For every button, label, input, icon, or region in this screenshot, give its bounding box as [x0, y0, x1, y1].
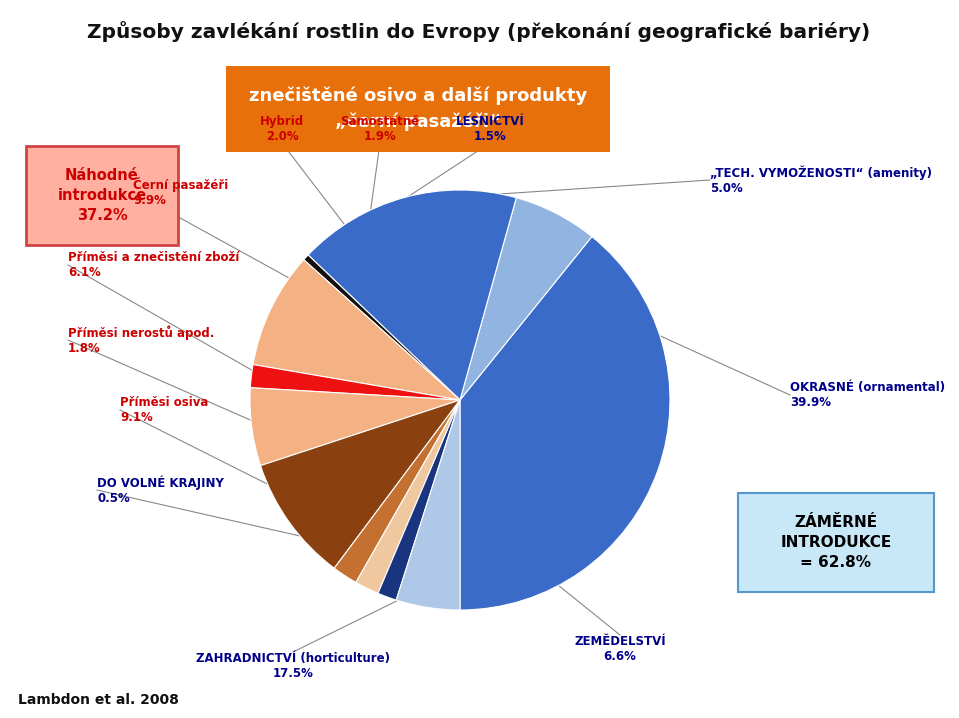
Text: znečištěné osivo a další produkty
„černí pasažéři“: znečištěné osivo a další produkty „černí… — [249, 87, 587, 131]
Wedge shape — [308, 190, 516, 400]
Text: Příměsi a znečistění zboží
6.1%: Příměsi a znečistění zboží 6.1% — [68, 251, 240, 279]
Text: ZAHRADNICTVÍ (horticulture)
17.5%: ZAHRADNICTVÍ (horticulture) 17.5% — [196, 652, 390, 680]
Wedge shape — [250, 365, 460, 400]
FancyBboxPatch shape — [226, 66, 610, 152]
Text: ZÁMĚRNÉ
INTRODUKCE
= 62.8%: ZÁMĚRNÉ INTRODUKCE = 62.8% — [781, 516, 892, 570]
Wedge shape — [356, 400, 460, 593]
Wedge shape — [304, 255, 460, 400]
Text: DO VOLNÉ KRAJINY
0.5%: DO VOLNÉ KRAJINY 0.5% — [97, 475, 223, 505]
Wedge shape — [460, 197, 592, 400]
Text: „TECH. VYMOŽENOSTI“ (amenity)
5.0%: „TECH. VYMOŽENOSTI“ (amenity) 5.0% — [710, 165, 932, 195]
Wedge shape — [460, 236, 670, 610]
Text: Samostatně
1.9%: Samostatně 1.9% — [340, 115, 420, 143]
Text: Náhodné
introdukce
37.2%: Náhodné introdukce 37.2% — [58, 168, 147, 223]
Wedge shape — [396, 400, 460, 610]
Wedge shape — [250, 388, 460, 466]
Text: Hybrid
2.0%: Hybrid 2.0% — [260, 115, 304, 143]
Wedge shape — [335, 400, 460, 582]
Text: Způsoby zavlékání rostlin do Evropy (překonání geografické bariéry): Způsoby zavlékání rostlin do Evropy (pře… — [87, 22, 871, 42]
Text: ZEMĚDELSTVÍ
6.6%: ZEMĚDELSTVÍ 6.6% — [574, 635, 666, 663]
Text: Příměsi osiva
9.1%: Příměsi osiva 9.1% — [120, 396, 208, 424]
FancyBboxPatch shape — [26, 146, 178, 245]
Text: OKRASNÉ (ornamental)
39.9%: OKRASNÉ (ornamental) 39.9% — [790, 381, 946, 409]
Text: Lambdon et al. 2008: Lambdon et al. 2008 — [18, 693, 179, 707]
FancyBboxPatch shape — [738, 493, 934, 592]
Wedge shape — [253, 260, 460, 400]
Text: Černí pasažéři
9.9%: Černí pasažéři 9.9% — [133, 177, 228, 207]
Wedge shape — [378, 400, 460, 600]
Wedge shape — [261, 400, 460, 568]
Text: Příměsi nerostů apod.
1.8%: Příměsi nerostů apod. 1.8% — [68, 325, 215, 355]
Text: LESNICTVÍ
1.5%: LESNICTVÍ 1.5% — [456, 115, 525, 143]
